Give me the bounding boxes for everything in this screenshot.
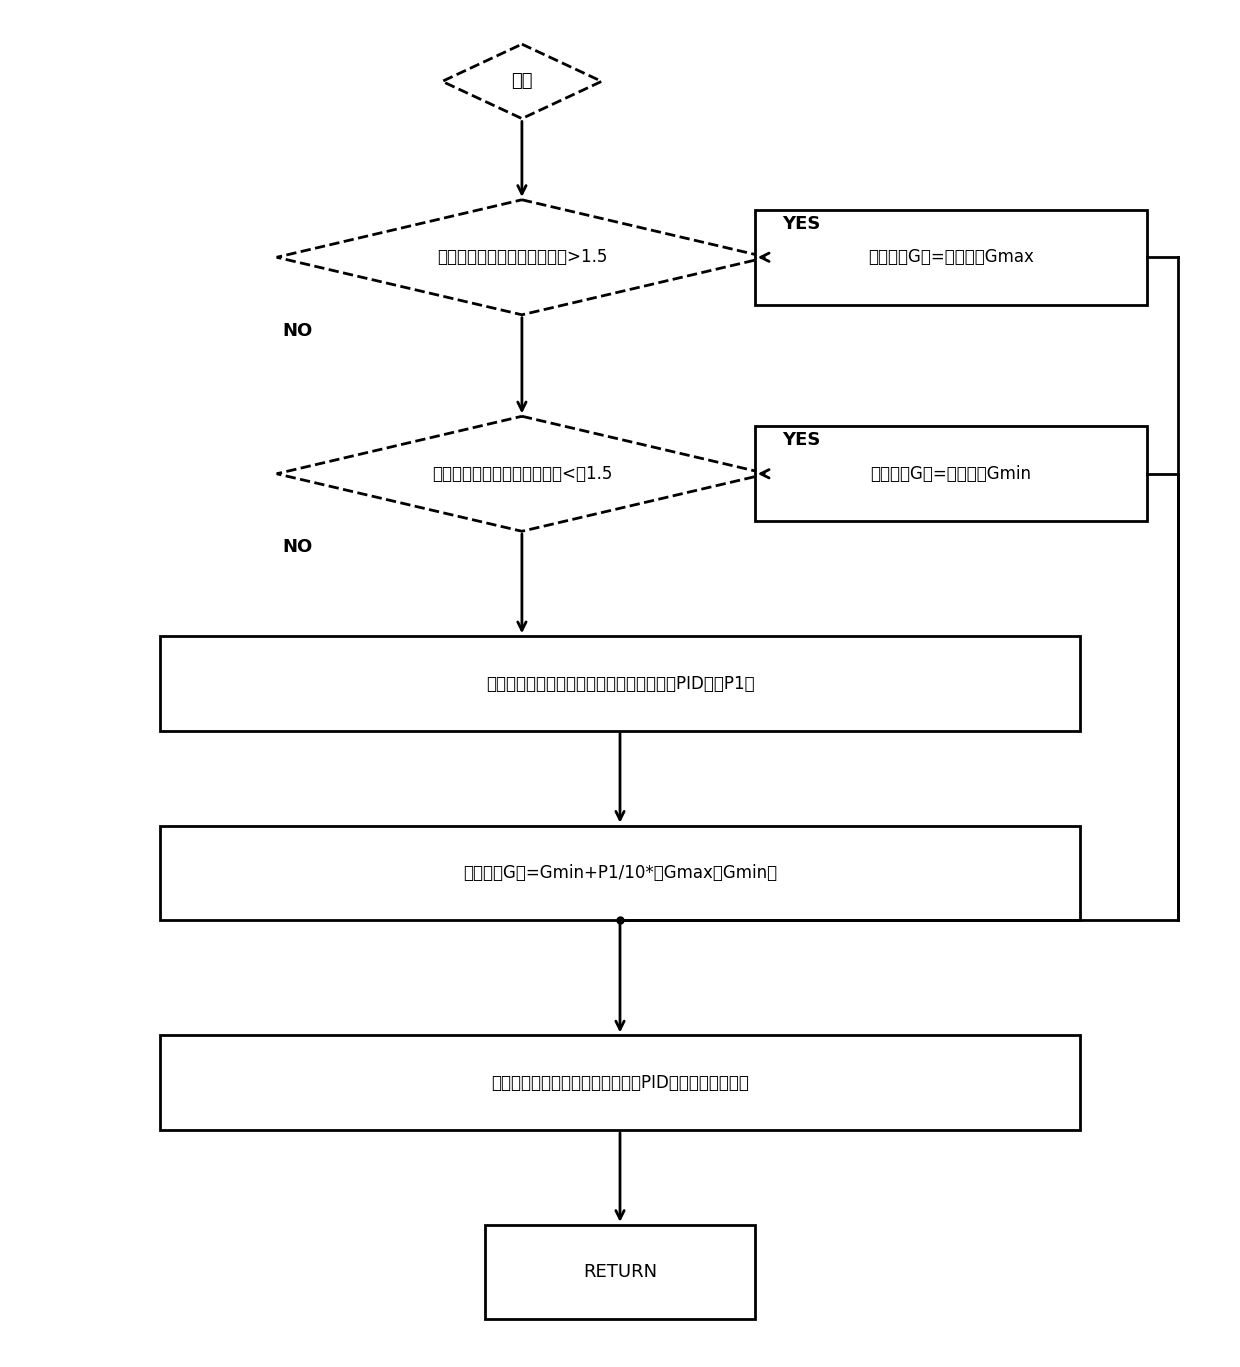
Bar — [755, 427, 1147, 521]
Text: YES: YES — [782, 215, 820, 232]
Text: NO: NO — [283, 539, 312, 556]
Text: RETURN: RETURN — [583, 1263, 657, 1281]
Polygon shape — [277, 200, 768, 314]
Bar — [485, 1225, 755, 1319]
Polygon shape — [443, 44, 601, 119]
Text: 实测绝对湿度－设定绝对湿度<－1.5: 实测绝对湿度－设定绝对湿度<－1.5 — [432, 465, 613, 483]
Bar — [160, 1035, 1080, 1131]
Polygon shape — [277, 417, 768, 532]
Text: YES: YES — [782, 432, 820, 450]
Text: 实测绝对湿度－设定绝对湿度>1.5: 实测绝对湿度－设定绝对湿度>1.5 — [436, 249, 608, 267]
Bar — [755, 211, 1147, 305]
Text: NO: NO — [283, 321, 312, 339]
Text: 开始: 开始 — [511, 72, 533, 90]
Text: 根据实测风量与设定风量的比较，PID计算控制风阀开度: 根据实测风量与设定风量的比较，PID计算控制风阀开度 — [491, 1073, 749, 1092]
Text: 根据实测绝对湿度与设定绝对湿度的比较，PID计算P1値: 根据实测绝对湿度与设定绝对湿度的比较，PID计算P1値 — [486, 674, 754, 693]
Bar — [160, 636, 1080, 731]
Text: 设定风量G设=Gmin+P1/10*（Gmax－Gmin）: 设定风量G设=Gmin+P1/10*（Gmax－Gmin） — [463, 864, 777, 882]
Bar — [160, 826, 1080, 920]
Text: 设定风量G设=最大风量Gmax: 设定风量G设=最大风量Gmax — [868, 249, 1034, 267]
Text: 设定风量G设=最小风量Gmin: 设定风量G设=最小风量Gmin — [870, 465, 1032, 483]
